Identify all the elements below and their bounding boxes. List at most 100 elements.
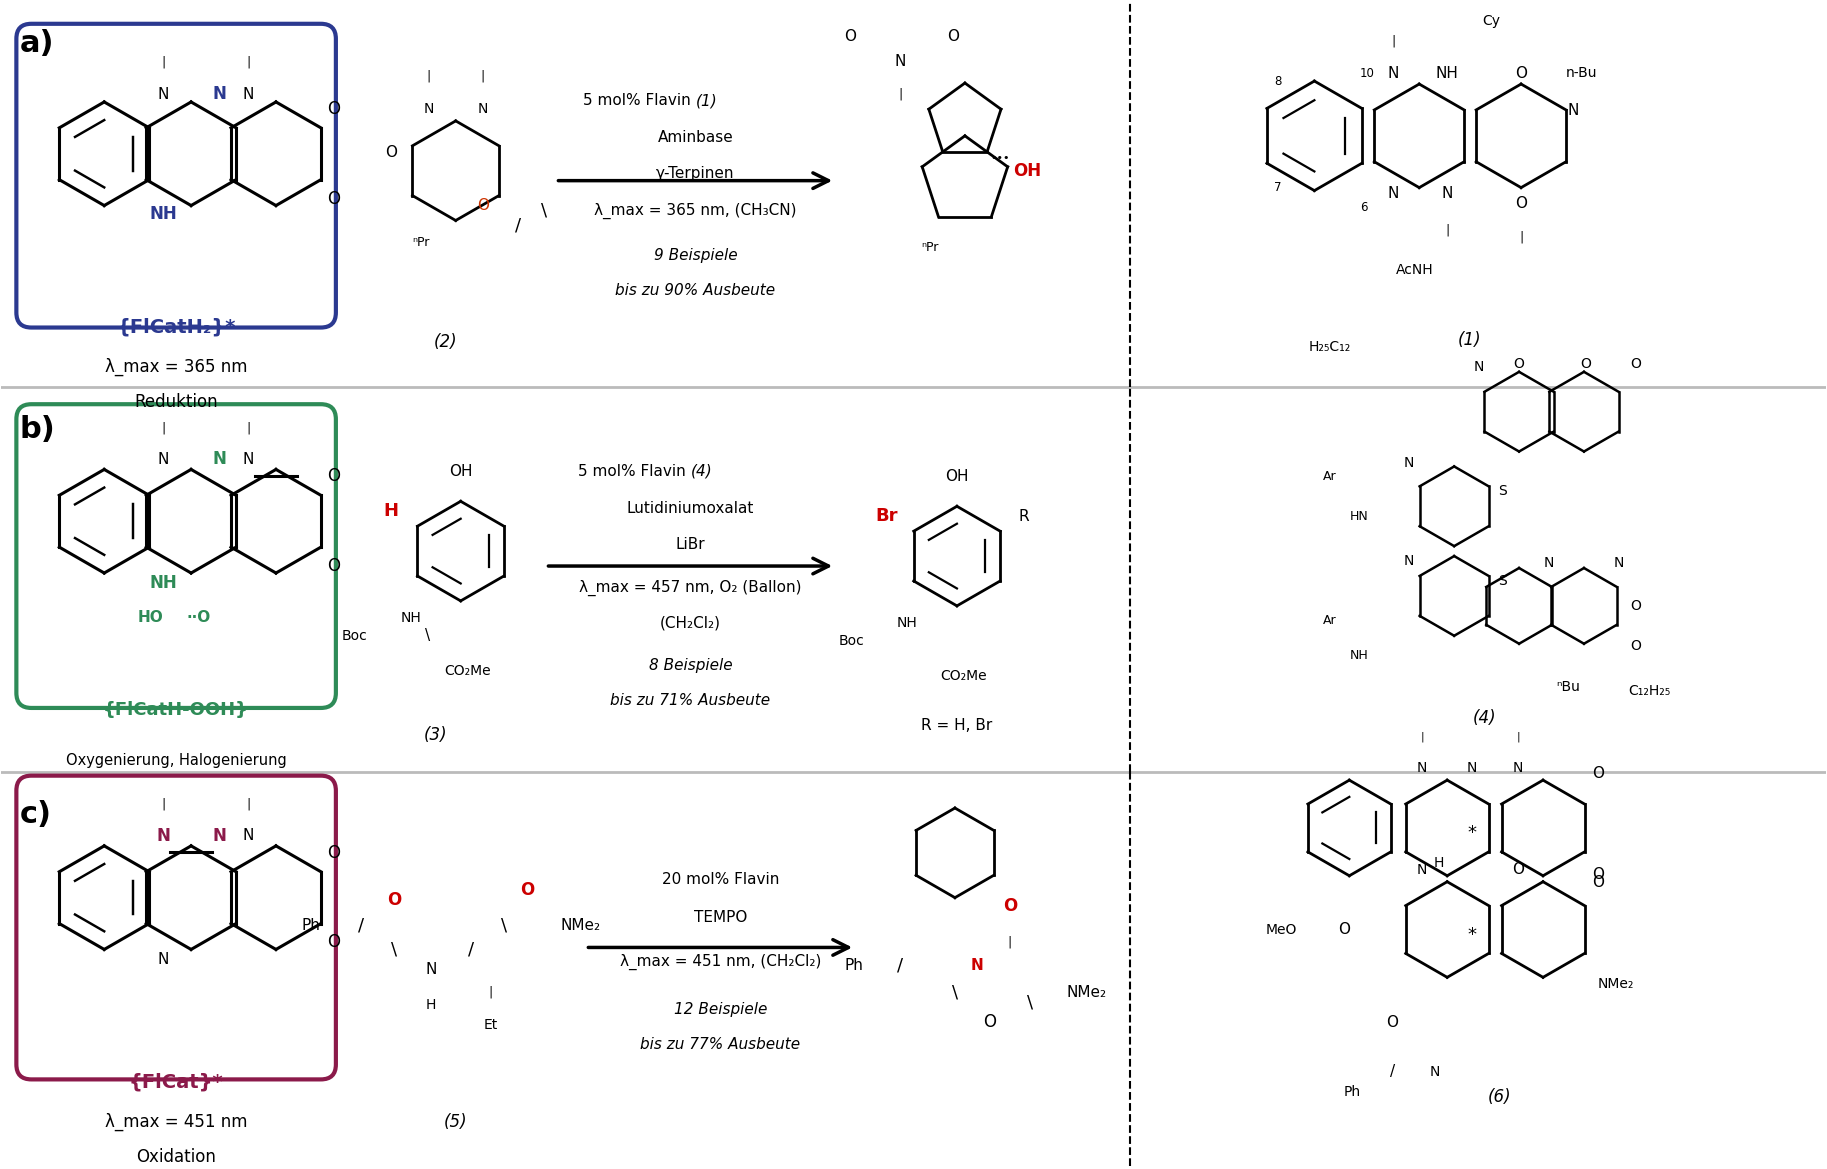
Text: N: N: [212, 826, 227, 845]
Text: Ar: Ar: [1323, 614, 1336, 628]
Text: N: N: [1467, 761, 1478, 775]
Text: NH: NH: [150, 205, 177, 222]
Text: N: N: [1418, 863, 1427, 877]
Text: |: |: [1445, 224, 1449, 237]
Text: N: N: [155, 826, 170, 845]
Text: NMe₂: NMe₂: [561, 918, 601, 933]
Text: C₁₂H₂₅: C₁₂H₂₅: [1628, 684, 1670, 698]
Text: \: \: [501, 916, 506, 934]
Text: 20 mol% Flavin: 20 mol% Flavin: [661, 872, 778, 887]
Text: N: N: [1431, 1065, 1440, 1079]
Text: O: O: [1339, 922, 1350, 938]
Text: (1): (1): [1458, 331, 1482, 350]
Text: λ_max = 365 nm: λ_max = 365 nm: [104, 358, 247, 376]
Text: H: H: [1434, 856, 1445, 870]
FancyBboxPatch shape: [16, 404, 336, 708]
Text: O: O: [1387, 1015, 1398, 1030]
Text: bis zu 77% Ausbeute: bis zu 77% Ausbeute: [639, 1037, 800, 1052]
Text: NH: NH: [1436, 65, 1458, 81]
Text: O: O: [1513, 357, 1524, 371]
Text: γ-Terpinen: γ-Terpinen: [656, 166, 734, 181]
Text: N: N: [157, 452, 168, 466]
Text: (3): (3): [424, 726, 448, 745]
Text: CO₂Me: CO₂Me: [941, 669, 987, 683]
Text: n-Bu: n-Bu: [1566, 67, 1597, 81]
Text: N: N: [243, 87, 254, 102]
Text: (5): (5): [444, 1113, 468, 1130]
Text: (6): (6): [1487, 1088, 1511, 1106]
Text: O: O: [521, 880, 535, 899]
Text: N: N: [1568, 103, 1579, 118]
Text: 8 Beispiele: 8 Beispiele: [649, 658, 733, 673]
Text: ⁿPr: ⁿPr: [921, 241, 939, 254]
Text: |: |: [247, 421, 250, 434]
Text: 9 Beispiele: 9 Beispiele: [654, 248, 736, 263]
Text: \: \: [952, 983, 957, 1002]
Text: S: S: [1498, 574, 1507, 588]
Text: b): b): [20, 415, 55, 444]
Text: |: |: [247, 56, 250, 69]
Text: LiBr: LiBr: [676, 537, 705, 552]
Text: \: \: [541, 201, 546, 220]
Text: N: N: [1387, 65, 1399, 81]
Text: O: O: [1630, 638, 1641, 652]
Text: OH: OH: [945, 469, 968, 484]
Text: NMe₂: NMe₂: [1599, 977, 1635, 991]
Text: Ph: Ph: [1345, 1085, 1361, 1099]
Text: N: N: [1513, 761, 1524, 775]
Text: λ_max = 451 nm, (CH₂Cl₂): λ_max = 451 nm, (CH₂Cl₂): [619, 954, 820, 970]
Text: \: \: [426, 628, 431, 643]
Text: O: O: [327, 189, 340, 208]
Text: NH: NH: [1350, 649, 1368, 662]
Text: N: N: [212, 450, 227, 469]
Text: O: O: [1591, 876, 1604, 891]
Text: Oxygenierung, Halogenierung: Oxygenierung, Halogenierung: [66, 753, 287, 768]
Text: O: O: [1580, 357, 1591, 371]
Text: ··O: ··O: [186, 610, 210, 625]
Text: NH: NH: [400, 611, 422, 624]
Text: |: |: [161, 421, 164, 434]
Text: |: |: [1009, 936, 1012, 949]
Text: N: N: [1418, 761, 1427, 775]
Text: λ_max = 451 nm: λ_max = 451 nm: [104, 1113, 247, 1130]
Text: O: O: [1515, 65, 1527, 81]
Text: (2): (2): [433, 333, 457, 351]
Text: O: O: [477, 198, 488, 213]
Text: AcNH: AcNH: [1396, 263, 1432, 277]
Text: H: H: [384, 503, 398, 520]
FancyBboxPatch shape: [16, 776, 336, 1079]
Text: O: O: [387, 891, 400, 908]
Text: bis zu 90% Ausbeute: bis zu 90% Ausbeute: [616, 283, 775, 298]
Text: OH: OH: [449, 464, 473, 479]
Text: /: /: [1390, 1065, 1394, 1079]
Text: {FlCatH-OOH}: {FlCatH-OOH}: [102, 701, 248, 719]
Text: 5 mol% Flavin: 5 mol% Flavin: [583, 94, 696, 109]
Text: *: *: [1467, 926, 1476, 943]
Text: N: N: [426, 962, 437, 977]
Text: N: N: [970, 957, 983, 973]
Text: O: O: [1591, 867, 1604, 883]
Text: λ_max = 457 nm, O₂ (Ballon): λ_max = 457 nm, O₂ (Ballon): [579, 580, 802, 596]
Text: *: *: [1467, 824, 1476, 842]
Text: O: O: [327, 558, 340, 575]
Text: \: \: [1027, 994, 1032, 1011]
Text: NH: NH: [150, 574, 177, 592]
Text: Aminbase: Aminbase: [658, 130, 733, 145]
Text: |: |: [1390, 35, 1396, 48]
Text: N: N: [157, 952, 168, 967]
Text: S: S: [1498, 484, 1507, 498]
Text: N: N: [243, 452, 254, 466]
Text: O: O: [844, 29, 857, 43]
Text: ⁿBu: ⁿBu: [1557, 679, 1580, 693]
Text: N: N: [1405, 554, 1414, 568]
Text: N: N: [1405, 456, 1414, 470]
Text: Ph: Ph: [301, 918, 320, 933]
Text: NH: NH: [897, 616, 917, 630]
Text: 6: 6: [1361, 201, 1368, 214]
Text: 10: 10: [1359, 67, 1374, 79]
Text: O: O: [1513, 863, 1524, 877]
Text: MeO: MeO: [1266, 922, 1297, 936]
Text: Lutidiniumoxalat: Lutidiniumoxalat: [627, 500, 755, 516]
Text: O: O: [983, 1014, 996, 1031]
Text: •••: •••: [990, 153, 1010, 162]
